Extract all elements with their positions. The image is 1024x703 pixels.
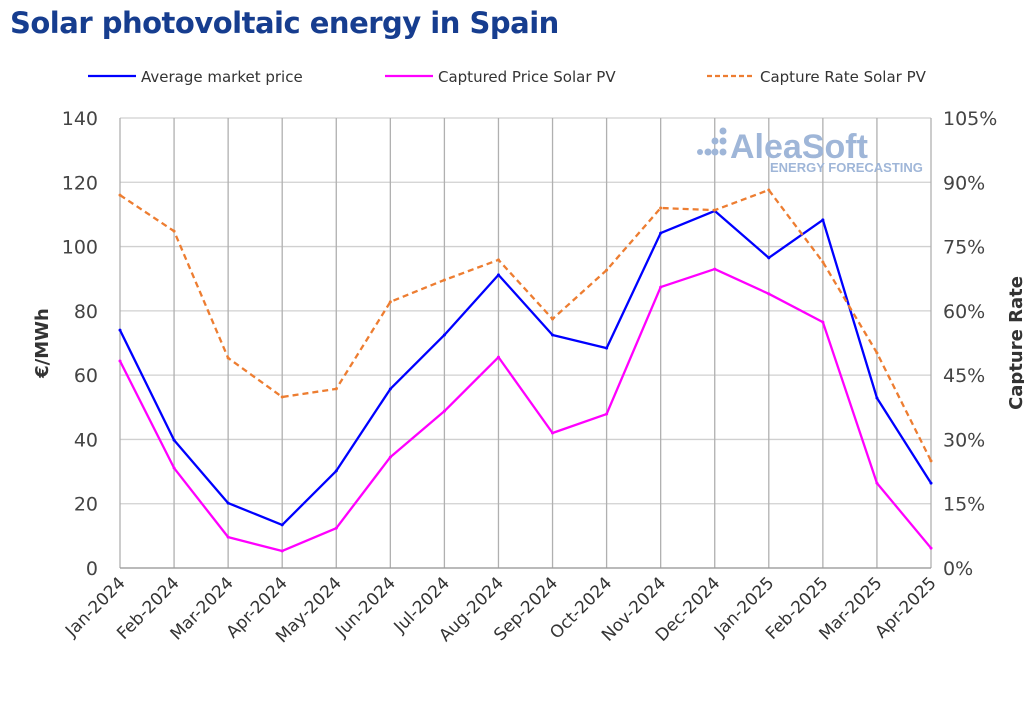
- data-point: [767, 188, 771, 192]
- y2-tick-label: 75%: [943, 237, 985, 259]
- legend: Average market price Captured Price Solar…: [88, 68, 927, 86]
- data-point: [929, 459, 933, 463]
- data-point: [118, 359, 122, 363]
- data-point: [551, 333, 555, 337]
- y2-tick-label: 105%: [943, 108, 997, 130]
- data-point: [442, 409, 446, 413]
- legend-label: Average market price: [141, 68, 303, 86]
- data-point: [118, 328, 122, 332]
- data-point: [280, 523, 284, 527]
- data-point: [875, 481, 879, 485]
- data-point: [334, 469, 338, 473]
- svg-text:ENERGY FORECASTING: ENERGY FORECASTING: [770, 160, 923, 175]
- data-point: [929, 481, 933, 485]
- data-point: [334, 526, 338, 530]
- data-point: [551, 431, 555, 435]
- y2-tick-label: 60%: [943, 301, 985, 323]
- svg-text:AleaSoft: AleaSoft: [730, 128, 868, 166]
- y-tick-label: 100: [62, 237, 98, 259]
- data-point: [388, 387, 392, 391]
- data-point: [388, 455, 392, 459]
- y2-axis-label: Capture Rate: [1006, 276, 1024, 410]
- y-tick-label: 20: [74, 494, 98, 516]
- y-tick-label: 40: [74, 429, 98, 451]
- y2-tick-label: 90%: [943, 172, 985, 194]
- series: [118, 188, 933, 553]
- data-point: [226, 535, 230, 539]
- data-point: [875, 396, 879, 400]
- data-point: [334, 387, 338, 391]
- series-line-1: [118, 267, 932, 553]
- data-point: [821, 218, 825, 222]
- y-tick-label: 120: [62, 172, 98, 194]
- data-point: [605, 412, 609, 416]
- y2-tick-label: 45%: [943, 365, 985, 387]
- data-point: [388, 300, 392, 304]
- series-line-0: [118, 209, 932, 527]
- y-tick-label: 140: [62, 108, 98, 130]
- data-point: [767, 292, 771, 296]
- data-point: [659, 206, 663, 210]
- data-point: [713, 267, 717, 271]
- data-point: [118, 193, 122, 197]
- y2-tick-label: 0%: [943, 558, 973, 580]
- data-point: [442, 333, 446, 337]
- y-axis-label: €/MWh: [32, 308, 53, 379]
- data-point: [172, 438, 176, 442]
- data-point: [172, 466, 176, 470]
- y2-tick-label: 30%: [943, 429, 985, 451]
- data-point: [605, 346, 609, 350]
- data-point: [496, 258, 500, 262]
- chart-title: Solar photovoltaic energy in Spain: [10, 6, 559, 40]
- legend-label: Capture Rate Solar PV: [760, 68, 927, 86]
- y-tick-label: 80: [74, 301, 98, 323]
- grid: [119, 117, 932, 569]
- data-point: [226, 501, 230, 505]
- data-point: [280, 549, 284, 553]
- data-point: [551, 317, 555, 321]
- data-point: [821, 320, 825, 324]
- data-point: [875, 351, 879, 355]
- y2-tick-label: 15%: [943, 494, 985, 516]
- data-point: [280, 395, 284, 399]
- y-tick-label: 60: [74, 365, 98, 387]
- data-point: [767, 256, 771, 260]
- data-point: [496, 273, 500, 277]
- data-point: [929, 546, 933, 550]
- series-line-2: [119, 188, 933, 462]
- data-point: [713, 208, 717, 212]
- data-point: [226, 356, 230, 360]
- data-point: [496, 355, 500, 359]
- legend-label: Captured Price Solar PV: [438, 68, 616, 86]
- data-point: [821, 260, 825, 264]
- data-point: [442, 278, 446, 282]
- aleasoft-logo: AleaSoft ENERGY FORECASTING: [697, 127, 923, 175]
- y-tick-label: 0: [86, 558, 98, 580]
- data-point: [605, 268, 609, 272]
- data-point: [172, 229, 176, 233]
- data-point: [659, 231, 663, 235]
- data-point: [659, 285, 663, 289]
- axes: 0 0% 20 15% 40 30% 60 45% 80 60% 100 75% 120 90% 140 10…: [32, 108, 1024, 647]
